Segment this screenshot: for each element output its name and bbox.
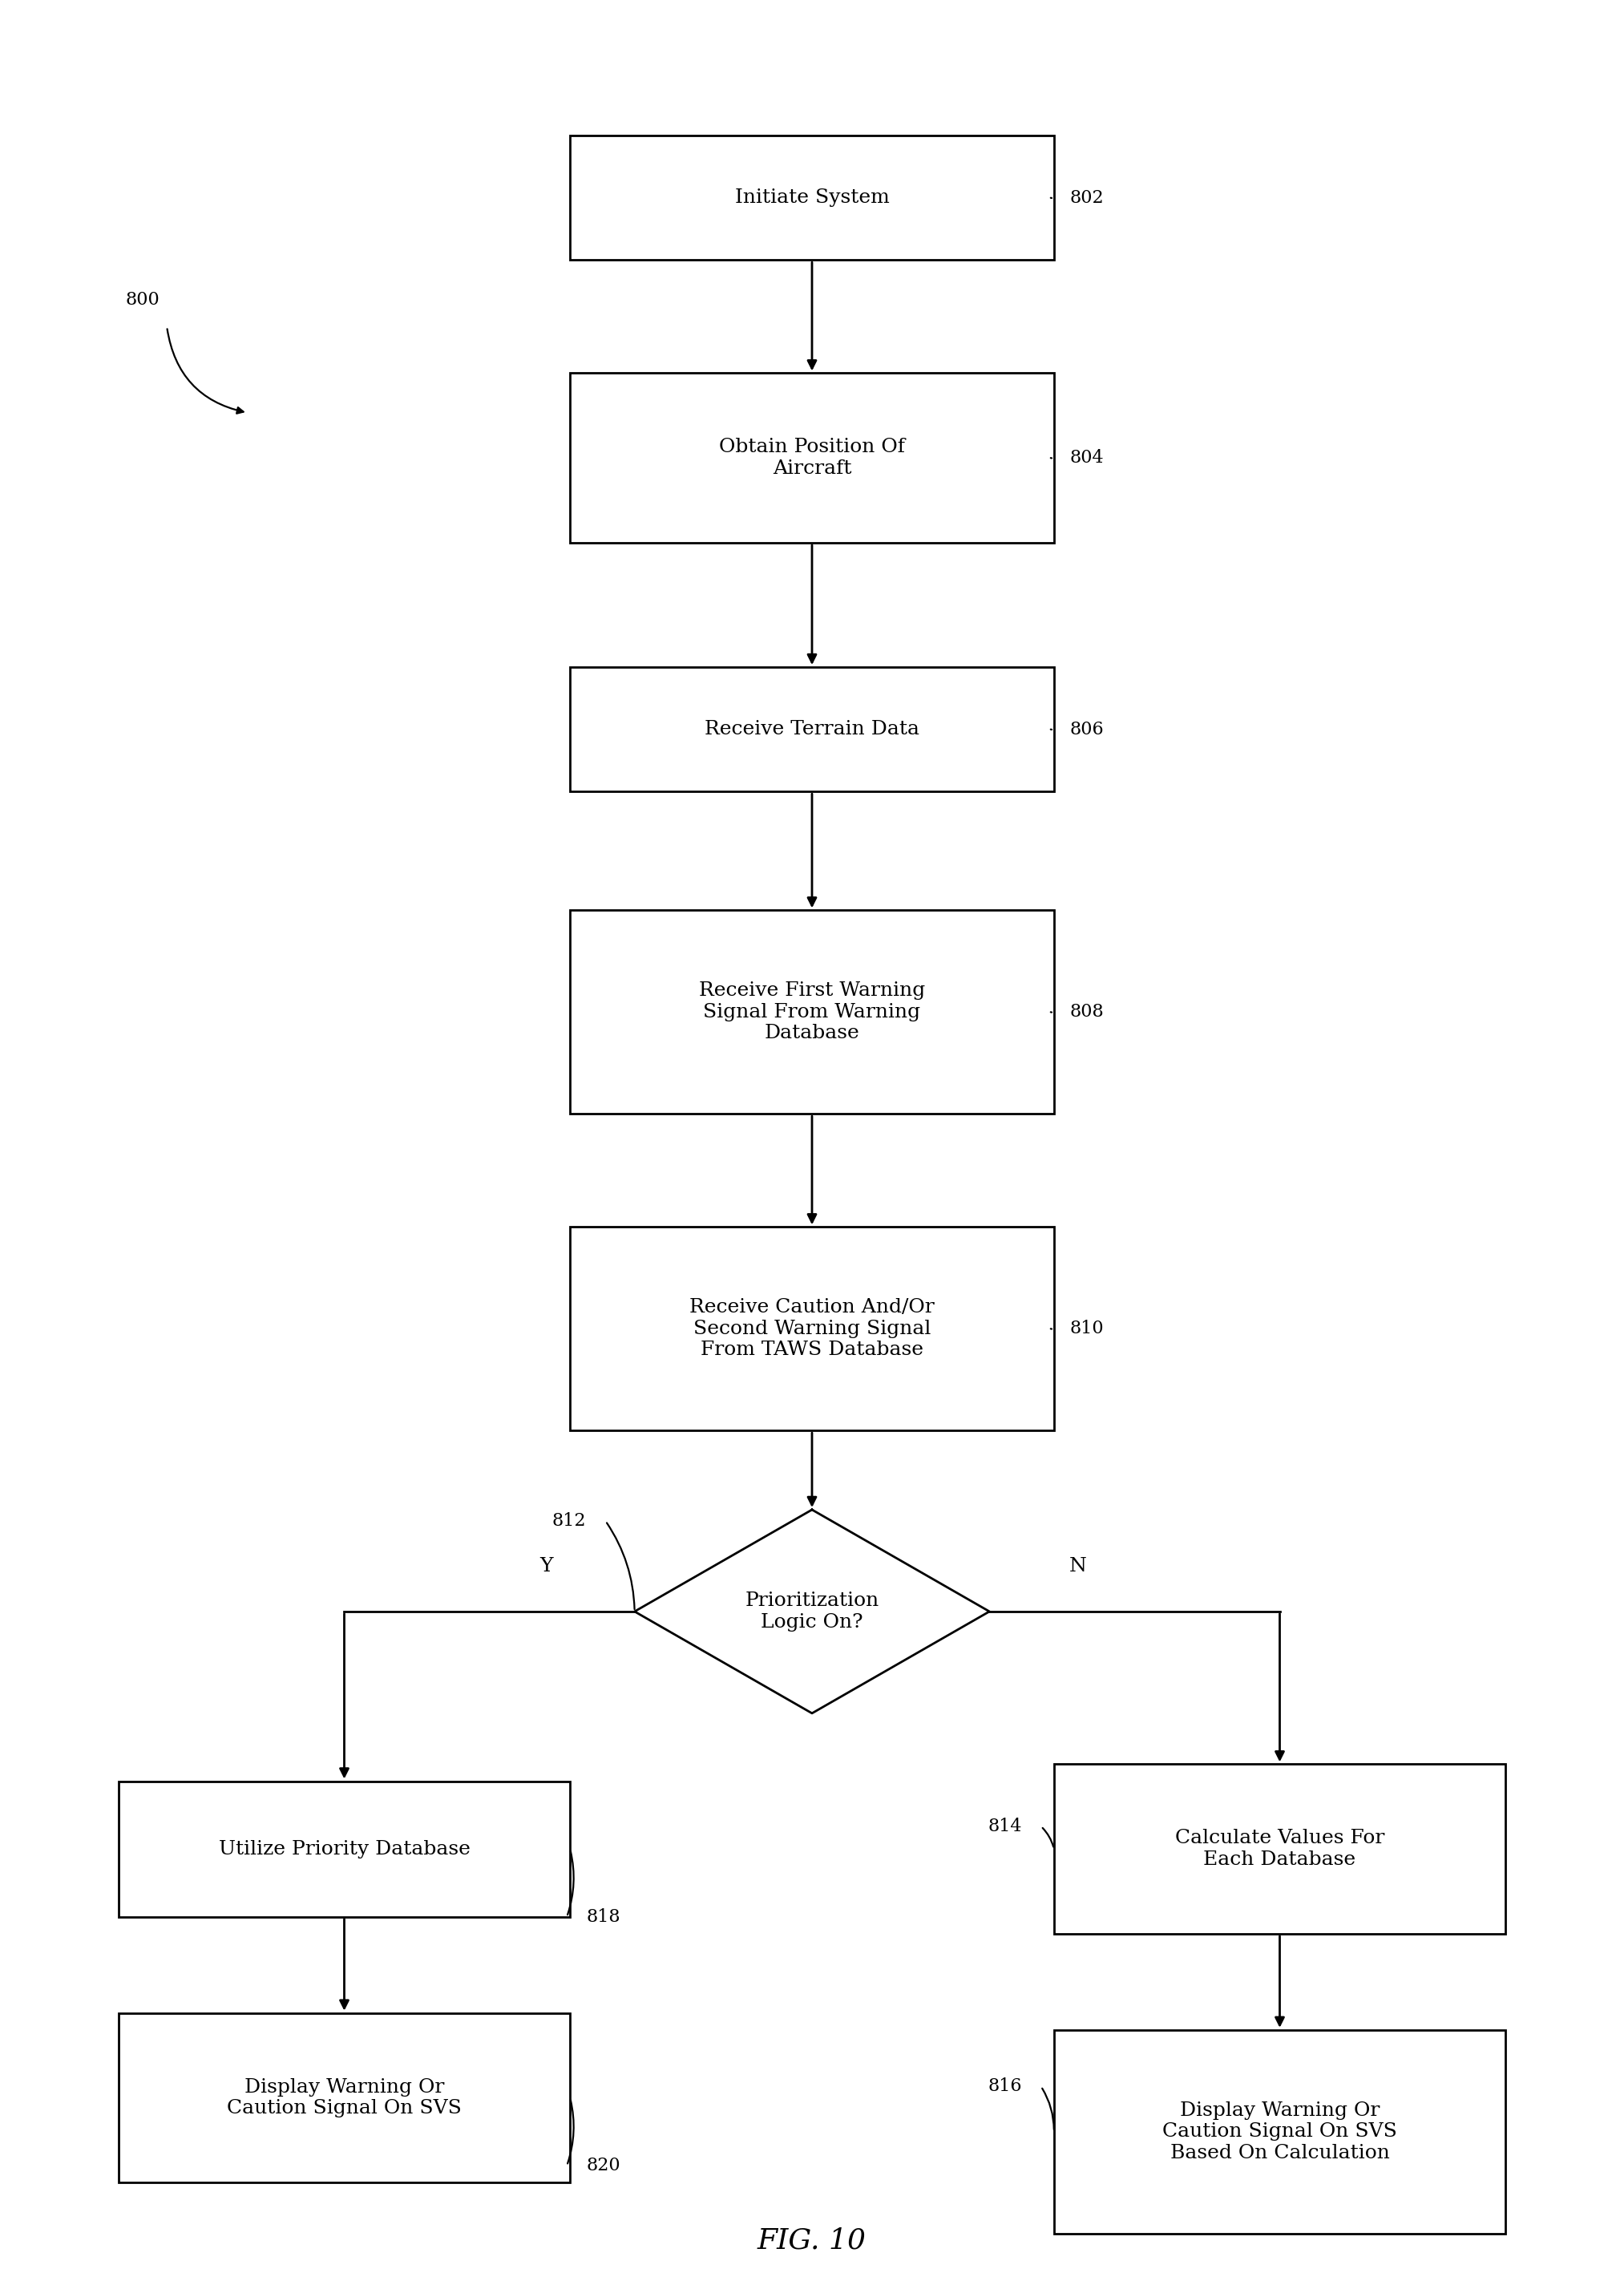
- Bar: [570, 668, 1054, 791]
- Text: 808: 808: [1070, 1002, 1104, 1021]
- Text: Initiate System: Initiate System: [734, 189, 890, 207]
- Text: 802: 802: [1070, 189, 1104, 207]
- Text: Calculate Values For
Each Database: Calculate Values For Each Database: [1176, 1830, 1385, 1868]
- Text: FIG. 10: FIG. 10: [757, 2228, 867, 2255]
- Bar: [570, 909, 1054, 1114]
- Bar: [1054, 2030, 1505, 2234]
- Text: Display Warning Or
Caution Signal On SVS: Display Warning Or Caution Signal On SVS: [227, 2078, 461, 2118]
- Text: 810: 810: [1070, 1321, 1104, 1337]
- Text: 820: 820: [586, 2157, 620, 2175]
- Text: Y: Y: [539, 1557, 552, 1575]
- Text: Receive Caution And/Or
Second Warning Signal
From TAWS Database: Receive Caution And/Or Second Warning Si…: [690, 1298, 934, 1359]
- Text: Utilize Priority Database: Utilize Priority Database: [219, 1839, 469, 1859]
- Text: 814: 814: [987, 1818, 1021, 1834]
- Text: Receive Terrain Data: Receive Terrain Data: [705, 721, 919, 739]
- Text: N: N: [1069, 1557, 1086, 1575]
- Bar: [570, 1227, 1054, 1430]
- Text: Receive First Warning
Signal From Warning
Database: Receive First Warning Signal From Warnin…: [698, 982, 926, 1043]
- Text: Display Warning Or
Caution Signal On SVS
Based On Calculation: Display Warning Or Caution Signal On SVS…: [1163, 2100, 1397, 2162]
- Text: Obtain Position Of
Aircraft: Obtain Position Of Aircraft: [719, 439, 905, 477]
- Polygon shape: [635, 1509, 989, 1714]
- Text: 818: 818: [586, 1907, 620, 1925]
- Bar: [570, 136, 1054, 259]
- Bar: [119, 2014, 570, 2182]
- Text: 800: 800: [125, 291, 159, 309]
- Text: 816: 816: [987, 2078, 1021, 2096]
- Text: 812: 812: [552, 1512, 586, 1530]
- Bar: [1054, 1764, 1505, 1934]
- Text: 804: 804: [1070, 450, 1104, 466]
- Bar: [119, 1782, 570, 1916]
- Text: 806: 806: [1070, 721, 1104, 739]
- Bar: [570, 373, 1054, 543]
- Text: Prioritization
Logic On?: Prioritization Logic On?: [745, 1591, 879, 1632]
